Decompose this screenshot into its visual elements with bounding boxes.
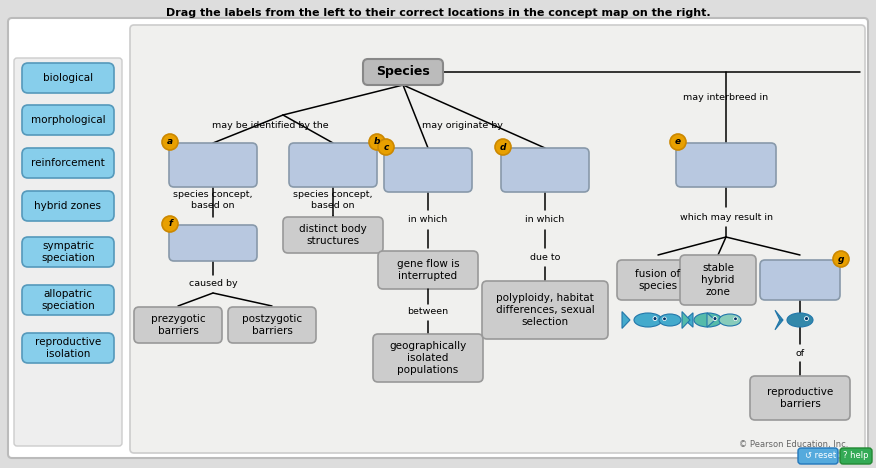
Circle shape	[369, 134, 385, 150]
Circle shape	[162, 134, 178, 150]
Polygon shape	[707, 313, 715, 327]
FancyBboxPatch shape	[14, 58, 122, 446]
FancyBboxPatch shape	[840, 448, 872, 464]
Text: ↺ reset: ↺ reset	[805, 452, 836, 461]
FancyBboxPatch shape	[760, 260, 840, 300]
FancyBboxPatch shape	[22, 63, 114, 93]
Text: in which: in which	[526, 215, 565, 225]
Text: g: g	[837, 255, 844, 263]
FancyBboxPatch shape	[22, 148, 114, 178]
Text: reinforcement: reinforcement	[32, 158, 105, 168]
Circle shape	[664, 318, 665, 320]
FancyBboxPatch shape	[750, 376, 850, 420]
Polygon shape	[775, 320, 783, 330]
Circle shape	[162, 216, 178, 232]
Text: polyploidy, habitat
differences, sexual
selection: polyploidy, habitat differences, sexual …	[496, 293, 595, 327]
FancyBboxPatch shape	[169, 143, 257, 187]
Text: fusion of
species: fusion of species	[635, 269, 681, 291]
Text: between: between	[407, 307, 449, 316]
Text: a: a	[167, 138, 173, 146]
FancyBboxPatch shape	[22, 333, 114, 363]
FancyBboxPatch shape	[482, 281, 608, 339]
Ellipse shape	[694, 313, 722, 327]
FancyBboxPatch shape	[617, 260, 699, 300]
FancyBboxPatch shape	[134, 307, 222, 343]
Ellipse shape	[659, 314, 681, 326]
Polygon shape	[622, 312, 630, 329]
FancyBboxPatch shape	[283, 217, 383, 253]
Ellipse shape	[634, 313, 662, 327]
FancyBboxPatch shape	[22, 191, 114, 221]
Text: of: of	[795, 350, 804, 358]
Text: caused by: caused by	[188, 278, 237, 287]
Text: may be identified by the: may be identified by the	[212, 122, 328, 131]
Circle shape	[670, 134, 686, 150]
Text: hybrid zones: hybrid zones	[34, 201, 102, 211]
Text: species concept,
based on: species concept, based on	[173, 190, 253, 210]
Circle shape	[833, 251, 849, 267]
FancyBboxPatch shape	[130, 25, 865, 453]
Text: stable
hybrid
zone: stable hybrid zone	[702, 263, 735, 297]
Ellipse shape	[787, 313, 813, 327]
Text: b: b	[374, 138, 380, 146]
Text: c: c	[384, 142, 389, 152]
Text: Species: Species	[376, 66, 430, 79]
FancyBboxPatch shape	[169, 225, 257, 261]
Text: d: d	[499, 142, 506, 152]
Circle shape	[714, 318, 716, 320]
FancyBboxPatch shape	[676, 143, 776, 187]
Polygon shape	[685, 313, 693, 327]
Text: in which: in which	[408, 215, 448, 225]
FancyBboxPatch shape	[373, 334, 483, 382]
FancyBboxPatch shape	[289, 143, 377, 187]
Circle shape	[378, 139, 394, 155]
Text: Drag the labels from the left to their correct locations in the concept map on t: Drag the labels from the left to their c…	[166, 8, 710, 18]
Text: reproductive
barriers: reproductive barriers	[766, 387, 833, 409]
Circle shape	[713, 317, 717, 320]
Text: morphological: morphological	[31, 115, 105, 125]
Circle shape	[495, 139, 511, 155]
Text: species concept,
based on: species concept, based on	[293, 190, 373, 210]
Text: gene flow is
interrupted: gene flow is interrupted	[397, 259, 459, 281]
Circle shape	[663, 317, 666, 320]
Text: distinct body
structures: distinct body structures	[299, 224, 367, 246]
Text: may originate by: may originate by	[421, 122, 503, 131]
FancyBboxPatch shape	[22, 105, 114, 135]
Text: geographically
isolated
populations: geographically isolated populations	[389, 341, 467, 374]
Text: due to: due to	[530, 254, 560, 263]
FancyBboxPatch shape	[22, 285, 114, 315]
Polygon shape	[775, 310, 783, 320]
Text: f: f	[168, 219, 172, 228]
Circle shape	[805, 317, 809, 320]
Text: © Pearson Education, Inc.: © Pearson Education, Inc.	[738, 439, 848, 448]
Circle shape	[806, 318, 808, 320]
Text: postzygotic
barriers: postzygotic barriers	[242, 314, 302, 336]
Text: e: e	[675, 138, 681, 146]
Text: sympatric
speciation: sympatric speciation	[41, 241, 95, 263]
FancyBboxPatch shape	[384, 148, 472, 192]
FancyBboxPatch shape	[22, 237, 114, 267]
Text: reproductive
isolation: reproductive isolation	[35, 337, 101, 359]
Text: which may result in: which may result in	[680, 212, 773, 221]
FancyBboxPatch shape	[680, 255, 756, 305]
Text: biological: biological	[43, 73, 93, 83]
Text: allopatric
speciation: allopatric speciation	[41, 289, 95, 311]
Circle shape	[653, 317, 657, 320]
Text: prezygotic
barriers: prezygotic barriers	[151, 314, 205, 336]
Circle shape	[734, 317, 737, 320]
Circle shape	[735, 318, 736, 320]
FancyBboxPatch shape	[501, 148, 589, 192]
Polygon shape	[682, 312, 690, 329]
Circle shape	[654, 318, 656, 320]
Ellipse shape	[719, 314, 741, 326]
FancyBboxPatch shape	[378, 251, 478, 289]
FancyBboxPatch shape	[8, 18, 868, 458]
Text: ? help: ? help	[844, 452, 869, 461]
FancyBboxPatch shape	[798, 448, 838, 464]
Text: may interbreed in: may interbreed in	[683, 94, 768, 102]
FancyBboxPatch shape	[228, 307, 316, 343]
FancyBboxPatch shape	[363, 59, 443, 85]
